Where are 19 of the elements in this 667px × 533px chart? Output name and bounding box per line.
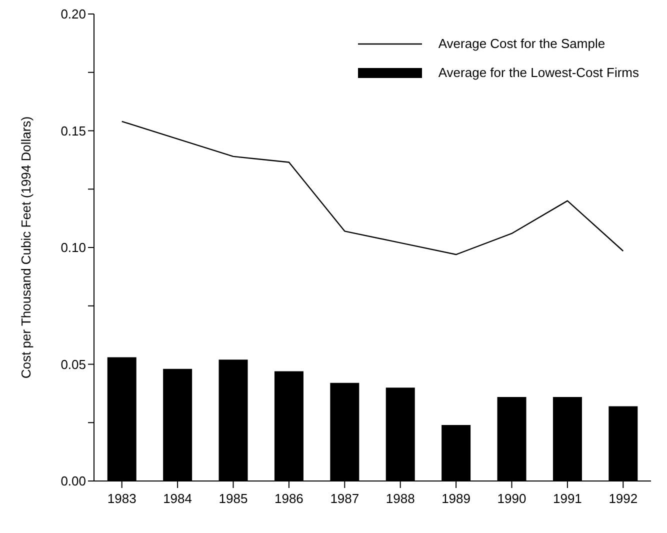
- x-tick-label: 1990: [497, 491, 526, 506]
- x-tick-label: 1986: [274, 491, 304, 506]
- x-tick-label: 1988: [386, 491, 415, 506]
- legend-label: Average for the Lowest-Cost Firms: [438, 65, 639, 80]
- y-tick-label: 0.15: [60, 123, 86, 138]
- x-tick-label: 1992: [608, 491, 638, 506]
- y-tick-label: 0.10: [60, 240, 86, 256]
- y-axis-title: Cost per Thousand Cubic Feet (1994 Dollars): [18, 116, 34, 379]
- x-tick-label: 1985: [218, 491, 248, 506]
- y-tick-label: 0.20: [60, 6, 86, 22]
- x-tick-label: 1983: [107, 491, 136, 506]
- legend-label: Average Cost for the Sample: [438, 36, 606, 51]
- y-tick-label: 0.00: [60, 474, 86, 489]
- x-tick-label: 1987: [330, 491, 360, 506]
- line-series: [121, 120, 624, 256]
- x-tick-label: 1991: [552, 491, 582, 506]
- y-tick-label: 0.05: [60, 356, 86, 372]
- x-tick-label: 1984: [163, 491, 192, 506]
- x-tick-label: 1989: [442, 491, 471, 506]
